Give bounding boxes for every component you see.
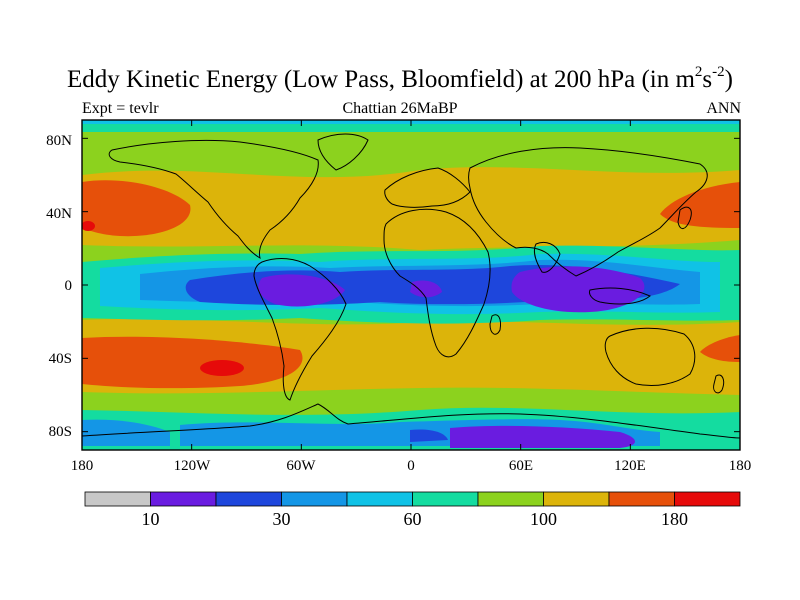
figure-title: Eddy Kinetic Energy (Low Pass, Bloomfiel… xyxy=(67,64,733,93)
colorbar-swatch xyxy=(412,491,479,507)
greenland-coast xyxy=(317,133,369,171)
colorbar-swatch xyxy=(84,491,151,507)
x-tick-label: 120E xyxy=(614,458,646,474)
y-tick-label: 80N xyxy=(46,133,72,149)
colorbar-swatch xyxy=(150,491,217,507)
season-label: ANN xyxy=(706,100,741,117)
colorbar-swatch xyxy=(346,491,413,507)
colorbar-swatch xyxy=(608,491,675,507)
indonesia-coast xyxy=(589,287,651,305)
y-tick-label: 40N xyxy=(46,206,72,222)
africa-coast xyxy=(383,208,491,358)
colorbar xyxy=(84,491,741,507)
x-tick-label: 180 xyxy=(70,458,94,474)
colorbar-swatch xyxy=(281,491,348,507)
colorbar-label: 10 xyxy=(141,509,160,529)
period-label: Chattian 26MaBP xyxy=(342,100,458,117)
colorbar-swatch xyxy=(477,491,544,507)
ke-field xyxy=(82,120,740,450)
colorbar-label: 180 xyxy=(661,509,688,529)
x-tick-label: 60E xyxy=(508,458,534,474)
new-zealand-coast xyxy=(713,374,725,394)
colorbar-swatch xyxy=(543,491,610,507)
australia-coast xyxy=(604,327,696,387)
axis-ticks xyxy=(81,120,741,450)
coastlines xyxy=(82,133,740,439)
y-tick-label: 40S xyxy=(48,351,72,367)
india-coast xyxy=(533,241,561,273)
colorbar-label: 30 xyxy=(272,509,291,529)
japan-coast xyxy=(677,206,692,229)
y-tick-label: 80S xyxy=(48,424,72,440)
colorbar-swatch xyxy=(215,491,282,507)
north-america-coast xyxy=(108,139,319,260)
madagascar-coast xyxy=(489,314,501,335)
experiment-label: Expt = tevlr xyxy=(82,100,159,117)
y-tick-label: 0 xyxy=(64,278,73,294)
ke-field-fill xyxy=(82,120,740,450)
antarctica-coast xyxy=(82,403,740,439)
asia-coast xyxy=(468,147,708,277)
x-tick-label: 0 xyxy=(407,458,415,474)
x-tick-label: 180 xyxy=(728,458,752,474)
x-tick-label: 120W xyxy=(173,458,211,474)
south-america-coast xyxy=(253,258,347,401)
europe-coast xyxy=(384,167,471,208)
colorbar-label: 100 xyxy=(530,509,557,529)
colorbar-label: 60 xyxy=(403,509,422,529)
x-tick-label: 60W xyxy=(286,458,316,474)
colorbar-swatch xyxy=(674,491,741,507)
